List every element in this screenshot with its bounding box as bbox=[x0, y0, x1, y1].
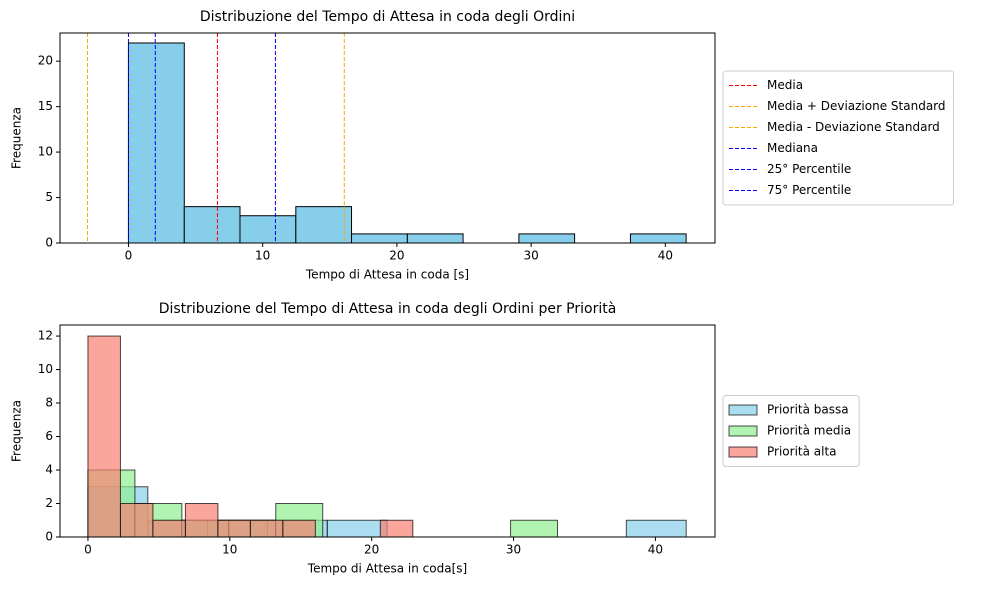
chart-title: Distribuzione del Tempo di Attesa in cod… bbox=[159, 301, 617, 317]
y-axis-label: Frequenza bbox=[10, 107, 24, 169]
x-tick-label: 20 bbox=[364, 543, 379, 557]
legend-label: Media - Deviazione Standard bbox=[767, 120, 940, 134]
legend-label: 75° Percentile bbox=[767, 183, 851, 197]
x-tick-label: 0 bbox=[84, 543, 92, 557]
histogram-bar bbox=[217, 519, 251, 538]
x-tick-label: 40 bbox=[648, 543, 663, 557]
y-tick-label: 0 bbox=[45, 530, 53, 544]
histogram-bar bbox=[629, 233, 687, 244]
y-tick-label: 6 bbox=[45, 429, 53, 443]
y-tick-label: 8 bbox=[45, 396, 53, 410]
histogram-bar bbox=[152, 519, 186, 538]
axes-frame bbox=[59, 324, 716, 538]
chart-title: Distribuzione del Tempo di Attesa in cod… bbox=[200, 9, 575, 25]
legend-label: Media + Deviazione Standard bbox=[767, 99, 946, 113]
y-tick-label: 20 bbox=[38, 54, 53, 68]
y-axis-label: Frequenza bbox=[10, 400, 24, 462]
histogram-bar bbox=[295, 206, 353, 244]
legend-label: Priorità bassa bbox=[767, 403, 849, 417]
x-tick-label: 10 bbox=[255, 249, 270, 263]
histogram-bar bbox=[326, 519, 388, 538]
histogram-bar bbox=[406, 233, 464, 244]
legend-swatch bbox=[728, 446, 758, 458]
histogram-bar bbox=[510, 519, 559, 538]
x-tick-label: 30 bbox=[506, 543, 521, 557]
legend-frame bbox=[722, 70, 955, 206]
histogram-bar bbox=[379, 519, 414, 538]
x-tick-label: 20 bbox=[389, 249, 404, 263]
legend-label: Priorità alta bbox=[767, 445, 837, 459]
legend-label: Mediana bbox=[767, 141, 818, 155]
legend-label: Media bbox=[767, 78, 803, 92]
y-tick-label: 5 bbox=[45, 190, 53, 204]
y-tick-label: 0 bbox=[45, 236, 53, 250]
histogram-bar bbox=[351, 233, 408, 244]
legend-swatch bbox=[728, 404, 758, 416]
histogram-bar bbox=[625, 519, 687, 538]
axes-frame bbox=[59, 32, 716, 244]
x-tick-label: 40 bbox=[658, 249, 673, 263]
x-tick-label: 10 bbox=[222, 543, 237, 557]
histogram-bar bbox=[239, 215, 297, 244]
x-axis-label: Tempo di Attesa in coda[s] bbox=[307, 562, 467, 576]
histogram-bar bbox=[87, 335, 121, 538]
x-axis-label: Tempo di Attesa in coda [s] bbox=[305, 268, 469, 282]
legend-label: 25° Percentile bbox=[767, 162, 851, 176]
y-tick-label: 12 bbox=[38, 329, 53, 343]
histogram-bar bbox=[183, 206, 241, 244]
legend-swatch bbox=[728, 425, 758, 437]
histogram-bar bbox=[127, 42, 185, 244]
y-tick-label: 10 bbox=[38, 362, 53, 376]
histogram-bar bbox=[184, 503, 219, 538]
histogram-bar bbox=[282, 519, 316, 538]
y-tick-label: 10 bbox=[38, 145, 53, 159]
x-tick-label: 0 bbox=[125, 249, 133, 263]
x-tick-label: 30 bbox=[523, 249, 538, 263]
y-tick-label: 4 bbox=[45, 463, 53, 477]
legend-label: Priorità media bbox=[767, 424, 851, 438]
y-tick-label: 15 bbox=[38, 99, 53, 113]
histogram-bar bbox=[518, 233, 576, 244]
histogram-bar bbox=[119, 503, 154, 538]
y-tick-label: 2 bbox=[45, 496, 53, 510]
histogram-bar bbox=[249, 519, 284, 538]
